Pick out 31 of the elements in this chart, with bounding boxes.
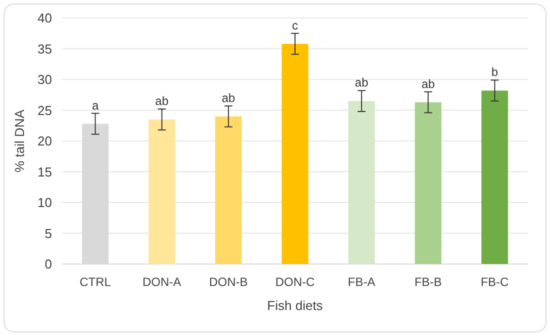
bar [481, 90, 508, 264]
annotation: ab [421, 76, 436, 91]
y-axis-title: % tail DNA [12, 109, 27, 172]
y-tick-label: 35 [38, 41, 52, 56]
annotation: ab [222, 90, 236, 105]
bar [215, 116, 242, 264]
bar [348, 101, 375, 264]
y-tick-label: 5 [44, 226, 52, 241]
x-tick-label: FB-B [414, 275, 442, 289]
x-tick-label: FB-C [480, 275, 510, 289]
y-tick-label: 15 [38, 164, 52, 180]
annotation: b [491, 65, 498, 80]
annotation: c [292, 18, 298, 32]
bar [414, 102, 442, 264]
annotation: ab [354, 76, 369, 90]
bar [282, 44, 308, 264]
annotation: ab [155, 94, 169, 108]
x-tick-label: CTRL [80, 275, 112, 289]
x-tick-label: DON-B [209, 275, 248, 289]
x-tick-label: DON-A [142, 275, 182, 289]
y-tick-label: 25 [38, 102, 52, 118]
y-tick-label: 40 [38, 10, 52, 26]
x-tick-label: DON-C [275, 275, 315, 289]
y-tick-label: 20 [38, 134, 52, 149]
x-axis-title: Fish diets [267, 298, 324, 313]
y-tick-label: 0 [44, 256, 52, 272]
y-tick-label: 10 [38, 195, 52, 210]
bar [148, 119, 176, 264]
y-tick-label: 30 [38, 72, 52, 88]
x-tick-label: FB-A [348, 275, 376, 289]
annotation: a [92, 98, 99, 112]
